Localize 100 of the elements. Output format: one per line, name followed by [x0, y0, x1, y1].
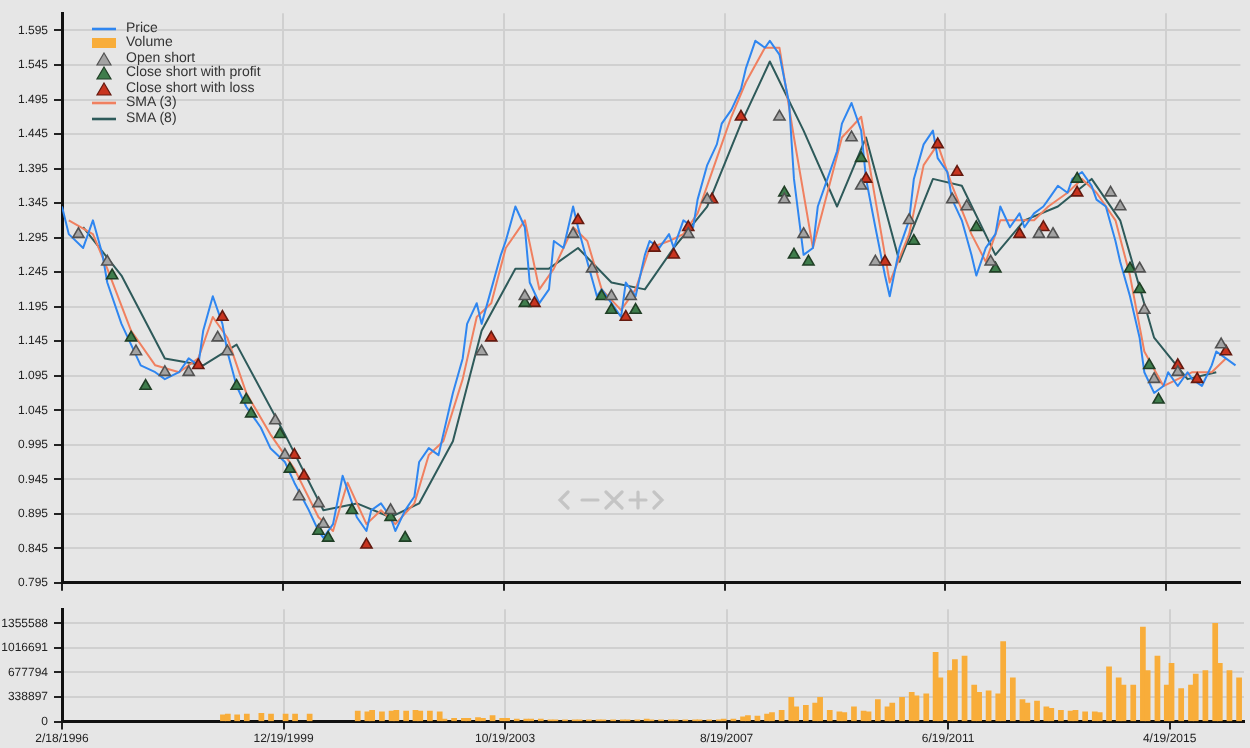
point [360, 537, 373, 549]
point [700, 192, 714, 204]
bar [1212, 623, 1219, 722]
point [72, 226, 85, 239]
bar [354, 710, 361, 722]
bar [393, 710, 400, 722]
bar [889, 702, 896, 722]
bar [769, 712, 775, 722]
bar [292, 713, 298, 722]
point [681, 226, 695, 239]
point [518, 289, 532, 301]
point [619, 309, 633, 321]
point [845, 130, 858, 142]
point [571, 213, 585, 225]
point [1190, 371, 1204, 384]
bar [826, 710, 833, 722]
bar [1000, 641, 1007, 722]
bar [952, 659, 958, 722]
point [969, 220, 983, 232]
point [778, 192, 791, 204]
bar [1009, 677, 1016, 722]
point [1070, 185, 1084, 197]
point [398, 530, 412, 542]
point [182, 365, 196, 377]
bar [1192, 673, 1199, 722]
point [129, 344, 143, 356]
bar [403, 710, 410, 722]
point [869, 254, 882, 266]
point [854, 178, 868, 190]
point [605, 302, 618, 315]
bar [841, 712, 848, 722]
point [648, 240, 661, 252]
point [283, 461, 297, 473]
bar [1236, 677, 1242, 722]
point [528, 295, 541, 308]
bar [1082, 711, 1088, 722]
point [268, 413, 282, 425]
point [1070, 171, 1084, 183]
point [312, 496, 325, 508]
point [139, 378, 152, 391]
point [317, 516, 330, 529]
bar [220, 714, 226, 722]
point [211, 330, 225, 342]
bar [923, 693, 930, 722]
point [191, 358, 205, 370]
point [345, 503, 359, 515]
point [984, 254, 998, 266]
point [854, 150, 868, 163]
point [321, 530, 335, 542]
point [787, 247, 801, 259]
point [105, 268, 119, 280]
point [802, 254, 815, 266]
point [384, 503, 397, 515]
point [907, 233, 921, 246]
point [297, 468, 311, 480]
bar [1058, 710, 1064, 722]
bar [1130, 684, 1137, 722]
point [1152, 392, 1165, 404]
point [1171, 365, 1185, 377]
bar [268, 713, 274, 722]
bar [369, 710, 375, 722]
point [158, 365, 172, 377]
point [100, 254, 114, 266]
point [605, 289, 618, 301]
point [1147, 371, 1161, 384]
point [667, 247, 681, 259]
point [244, 406, 258, 418]
bar [899, 697, 905, 722]
point [1142, 358, 1156, 370]
point [931, 137, 945, 149]
point [1137, 302, 1151, 315]
point [878, 254, 892, 266]
point [902, 213, 916, 225]
point [239, 392, 253, 404]
bar [745, 715, 751, 722]
point [220, 344, 234, 356]
point [945, 192, 959, 204]
point [216, 309, 229, 321]
point [797, 226, 810, 239]
point [629, 302, 642, 315]
point [484, 330, 498, 342]
bar [243, 713, 250, 722]
bar [851, 706, 857, 722]
bar [379, 711, 385, 722]
bar [417, 710, 424, 722]
point [273, 427, 287, 439]
point [1046, 226, 1060, 239]
point [734, 109, 748, 121]
point [288, 447, 301, 460]
point [859, 171, 873, 183]
point [475, 344, 488, 356]
point [624, 289, 638, 301]
point [292, 489, 306, 501]
bar [1115, 677, 1122, 722]
point [566, 226, 580, 239]
point [1032, 226, 1046, 239]
point [950, 164, 964, 176]
bar [874, 699, 881, 722]
point [1214, 337, 1228, 349]
point [595, 289, 609, 301]
